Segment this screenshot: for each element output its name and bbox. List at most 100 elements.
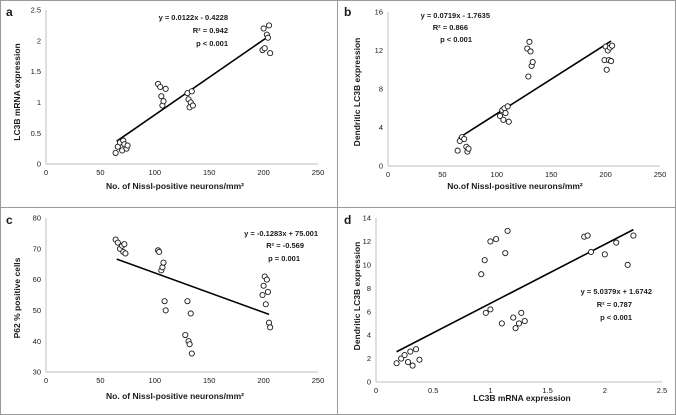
data-point <box>398 355 405 362</box>
data-point <box>161 298 168 305</box>
data-point <box>454 147 461 154</box>
data-point <box>505 118 512 125</box>
x-tick-label: 50 <box>96 168 104 177</box>
data-point <box>262 301 269 308</box>
x-tick-label: 1.5 <box>542 386 552 395</box>
x-tick-label: 150 <box>203 168 216 177</box>
data-point <box>500 116 507 123</box>
x-tick-label: 0 <box>374 386 378 395</box>
y-tick-label: 70 <box>33 244 41 253</box>
y-axis-title-group: P62 % positive cells <box>12 257 22 338</box>
data-point <box>160 259 167 266</box>
x-tick-label: 200 <box>599 170 612 179</box>
data-point <box>261 45 268 52</box>
y-tick-label: 10 <box>363 260 371 269</box>
y-tick-label: 0.5 <box>31 129 41 138</box>
trendline <box>458 40 612 139</box>
panel-a: a LC3B mRNA expression No. of Nissl-posi… <box>6 5 324 191</box>
data-point <box>493 236 500 243</box>
x-tick-label: 200 <box>257 168 270 177</box>
y-axis-title-group: Dendritic LC3B expression <box>352 38 362 147</box>
equation-label: y = 0.0122x - 0.4228 <box>159 13 228 22</box>
x-tick-label: 250 <box>654 170 667 179</box>
data-point <box>630 232 637 239</box>
data-point <box>189 102 196 109</box>
plot-area: 0 0.5 1 1.5 2 2.5 0 50 100 150 200 250 <box>31 6 325 177</box>
data-point <box>260 25 267 32</box>
p-value-label: p < 0.001 <box>600 313 632 322</box>
data-point <box>407 348 414 355</box>
data-point <box>114 239 121 246</box>
data-point <box>112 149 119 156</box>
y-tick-label: 12 <box>363 237 371 246</box>
data-point <box>584 232 591 239</box>
x-tick-label: 50 <box>438 170 446 179</box>
data-point <box>518 309 525 316</box>
data-point <box>186 341 193 348</box>
data-point <box>481 257 488 264</box>
data-point <box>465 145 472 152</box>
data-point <box>502 110 509 117</box>
data-point <box>504 227 511 234</box>
data-point <box>607 58 615 65</box>
x-axis-title: No.of Nissl-positive neurons/mm² <box>447 181 583 191</box>
data-point <box>526 38 533 45</box>
data-point <box>121 241 128 248</box>
y-tick-label: 2 <box>367 354 371 363</box>
y-axis-title-group: Dendritic LC3B expression <box>352 242 362 351</box>
panel-d: d Dendritic LC3B expression LC3B mRNA ex… <box>344 213 667 403</box>
panel-letter: c <box>6 213 13 227</box>
data-point <box>512 325 519 332</box>
data-point <box>263 276 270 283</box>
r-squared-label: R² = 0.866 <box>433 23 468 32</box>
data-point <box>527 48 534 55</box>
x-tick-label: 200 <box>257 376 270 385</box>
y-tick-label: 40 <box>33 337 41 346</box>
y-tick-label: 1 <box>37 98 41 107</box>
y-axis-title: Dendritic LC3B expression <box>352 38 362 147</box>
y-tick-label: 4 <box>367 331 371 340</box>
data-point <box>613 239 620 246</box>
data-point <box>601 251 608 258</box>
x-tick-label: 1 <box>488 386 492 395</box>
data-point <box>259 291 266 299</box>
data-point <box>260 282 267 289</box>
trendline <box>116 258 270 316</box>
x-tick-label: 0 <box>386 170 390 179</box>
data-point <box>264 288 272 295</box>
equation-label: y = -0.1283x + 75.001 <box>244 229 318 238</box>
y-tick-label: 1.5 <box>31 67 41 76</box>
data-point <box>498 320 505 327</box>
y-tick-label: 60 <box>33 275 41 284</box>
x-axis-title: LC3B mRNA expression <box>473 393 570 403</box>
r-squared-label: R² = 0.942 <box>193 26 228 35</box>
panel-b: b Dendritic LC3B expression No.of Nissl-… <box>344 5 666 191</box>
y-tick-label: 14 <box>363 214 371 223</box>
data-point <box>160 98 167 105</box>
data-point <box>504 103 511 110</box>
y-tick-label: 12 <box>375 46 383 55</box>
data-point <box>497 112 504 119</box>
y-axis-title: Dendritic LC3B expression <box>352 242 362 351</box>
data-point <box>182 331 189 339</box>
x-tick-label: 0 <box>44 168 48 177</box>
data-point <box>409 362 416 369</box>
data-point <box>624 261 631 268</box>
data-point <box>157 83 164 91</box>
x-tick-label: 100 <box>149 376 162 385</box>
data-point <box>158 93 165 100</box>
r-squared-label: R² = 0.787 <box>597 300 632 309</box>
r-squared-label: R² = -0.569 <box>266 241 304 250</box>
data-point <box>267 50 274 57</box>
p-value-label: p < 0.001 <box>196 39 228 48</box>
data-point <box>515 320 523 327</box>
x-tick-label: 0 <box>44 376 48 385</box>
x-axis-title: No. of Nissl-positive neurons/mm² <box>106 391 244 401</box>
data-point <box>122 250 129 257</box>
data-point <box>510 314 517 321</box>
data-point <box>264 34 272 41</box>
data-point <box>162 307 169 314</box>
data-point <box>187 310 194 317</box>
p-value-label: p = 0.001 <box>268 254 300 263</box>
